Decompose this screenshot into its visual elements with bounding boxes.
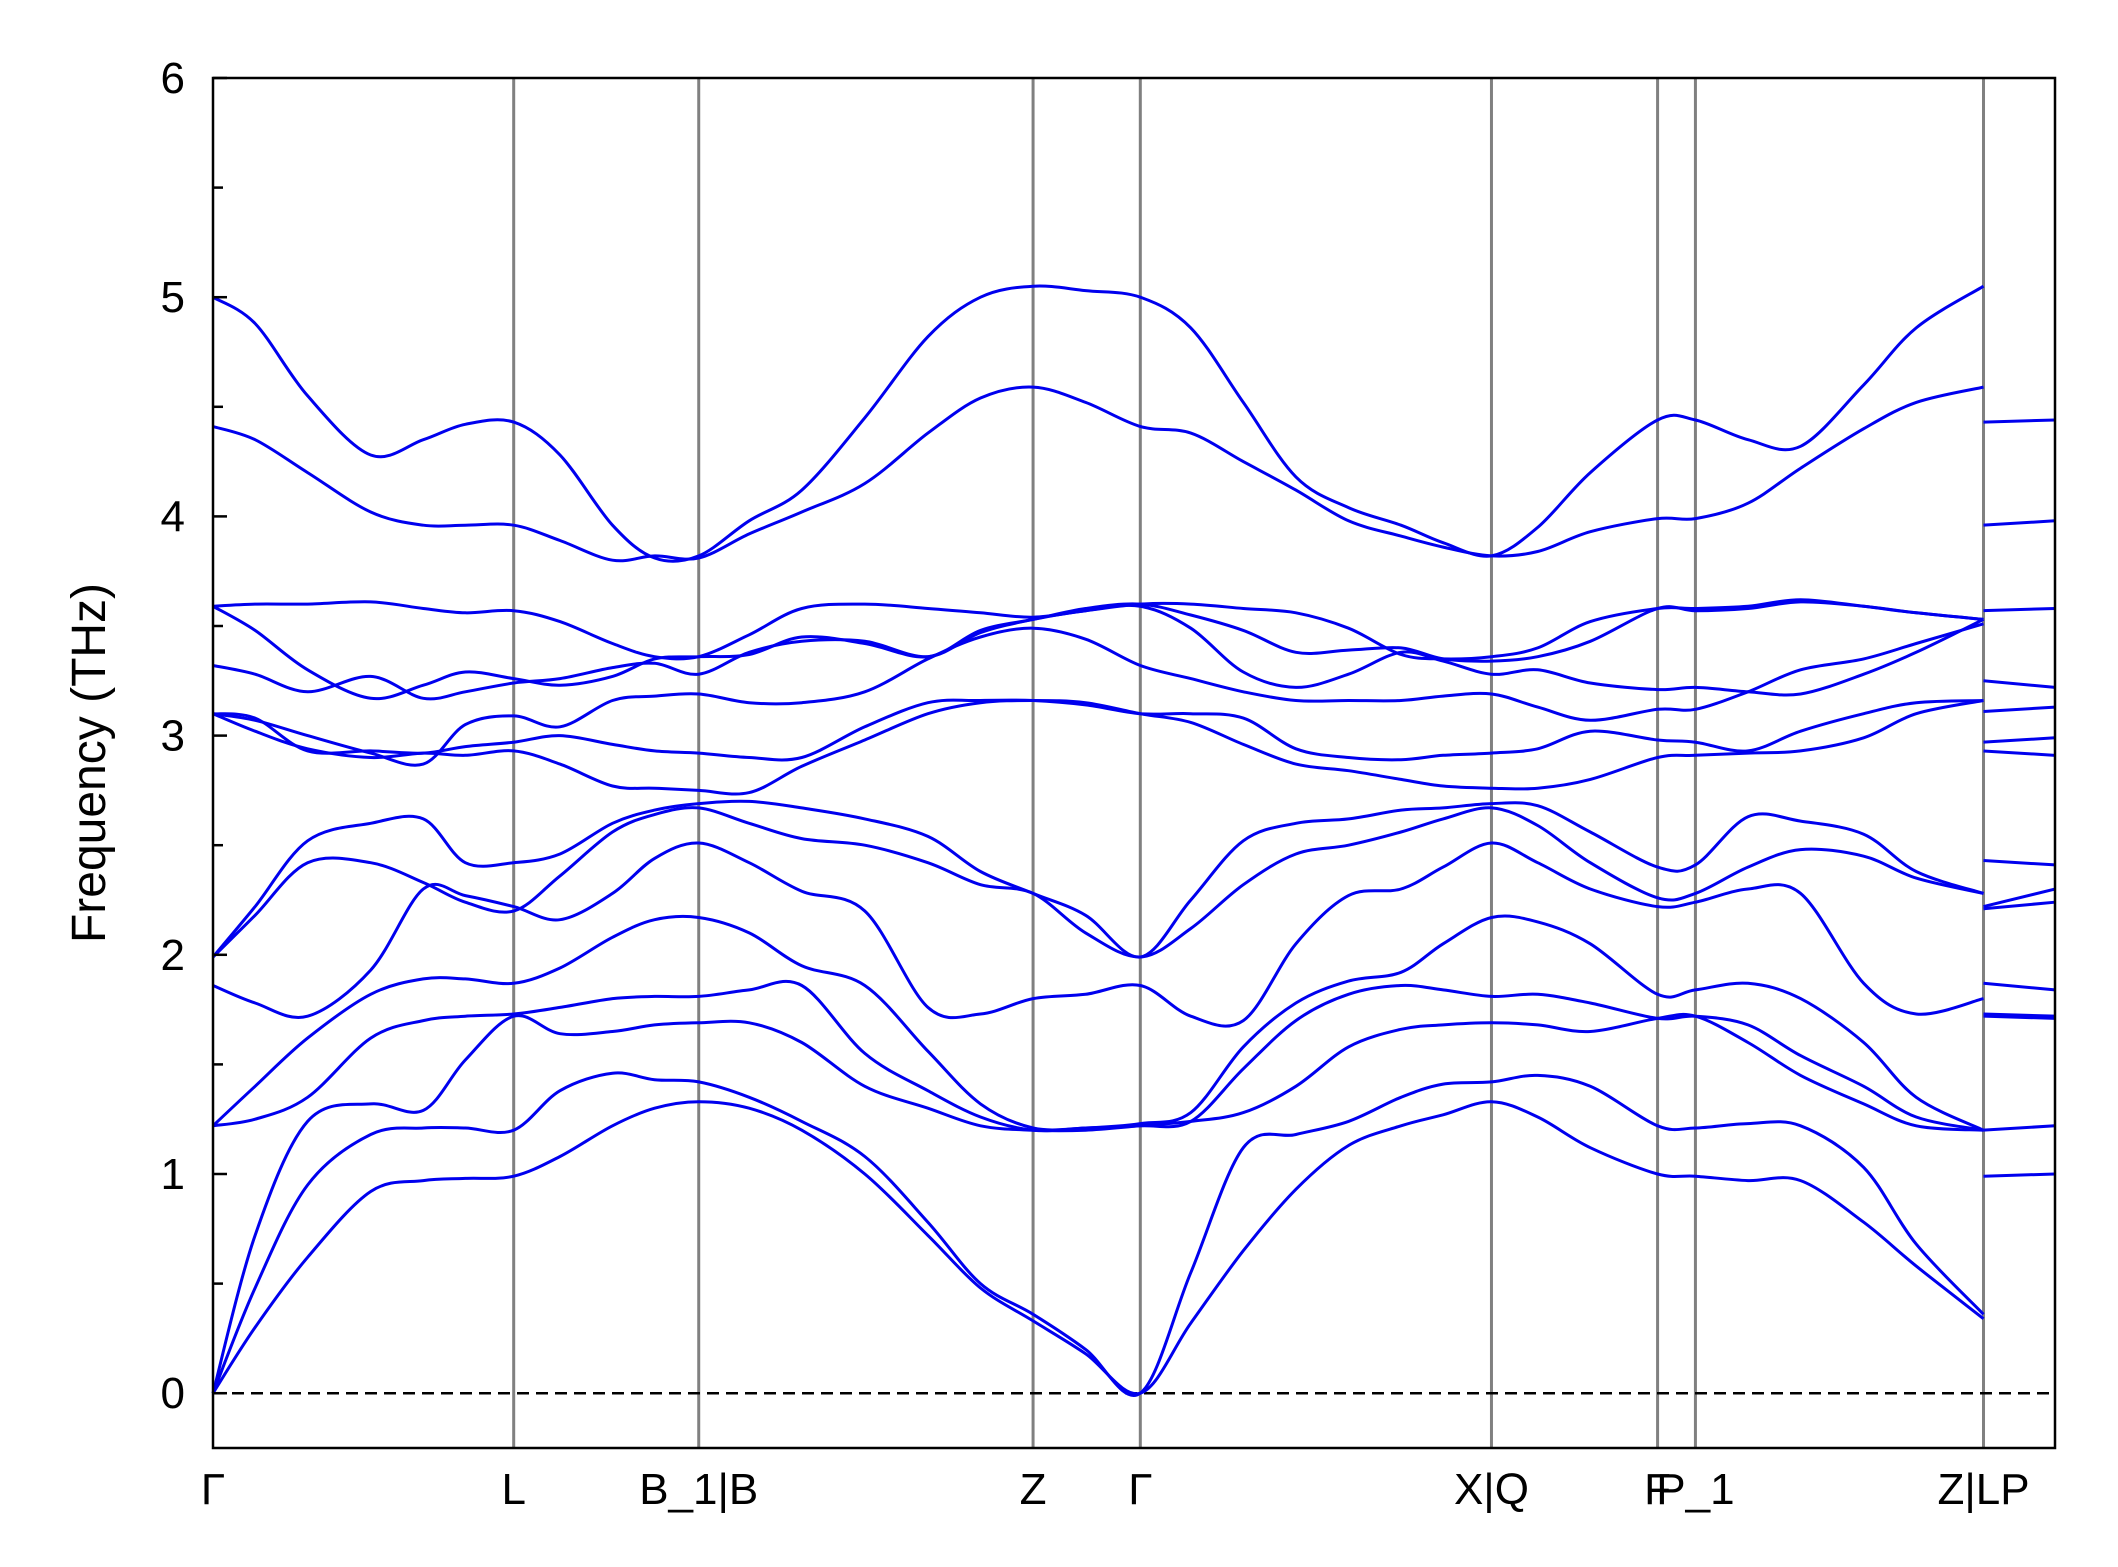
x-tick-label: Z|LP (1937, 1465, 2029, 1514)
band-line (1983, 1014, 2056, 1020)
high-symmetry-lines (512, 78, 1986, 1448)
band-line (1983, 606, 2056, 613)
x-axis: Γ L B_1|B Z Γ X|Q FP_1 Z|LP (201, 1465, 2030, 1514)
x-tick-label: B_1|B (639, 1465, 758, 1514)
y-tick-label: 1 (161, 1150, 185, 1199)
band-line (1983, 1124, 2056, 1132)
x-tick-label: Γ (201, 1465, 225, 1514)
band-line (1983, 981, 2056, 992)
band-line (1983, 859, 2056, 867)
band-line (1983, 679, 2056, 689)
band-line (211, 806, 1984, 959)
y-axis-label: Frequency (THz) (63, 583, 116, 943)
plot-frame (211, 76, 2057, 1450)
band-line (1983, 1172, 2056, 1178)
band-line (1983, 705, 2056, 713)
band-line (212, 284, 1985, 563)
band-line (1983, 887, 2056, 909)
y-tick-label: 5 (161, 273, 185, 322)
x-tick-label: P_1 (1656, 1465, 1734, 1514)
y-tick-label: 6 (161, 54, 185, 103)
phonon-bands (211, 284, 2056, 1397)
y-tick-label: 0 (161, 1369, 185, 1418)
band-line (212, 622, 1984, 767)
band-line (1983, 900, 2056, 911)
x-tick-label: Γ (1128, 1465, 1152, 1514)
band-line (211, 1100, 1985, 1396)
band-line (211, 799, 1984, 959)
band-line (212, 699, 1984, 796)
band-line (212, 698, 1984, 762)
y-tick-label: 4 (161, 492, 185, 541)
y-tick-label: 3 (161, 712, 185, 761)
band-line (1983, 519, 2056, 527)
band-line (1983, 736, 2056, 744)
x-tick-label: L (501, 1465, 525, 1514)
x-tick-label: F (1644, 1465, 1671, 1514)
x-tick-label: Z (1020, 1465, 1047, 1514)
band-line (212, 841, 1984, 1028)
band-line (212, 598, 1984, 661)
band-line (211, 914, 1985, 1132)
x-tick-label: X|Q (1454, 1465, 1529, 1514)
band-line (211, 1071, 1985, 1397)
band-line (1983, 418, 2056, 424)
band-line (212, 385, 1984, 563)
band-line (1983, 749, 2056, 757)
y-tick-label: 2 (161, 931, 185, 980)
band-line (1983, 1012, 2056, 1018)
y-axis: 0 1 2 3 4 5 6 (161, 54, 227, 1418)
